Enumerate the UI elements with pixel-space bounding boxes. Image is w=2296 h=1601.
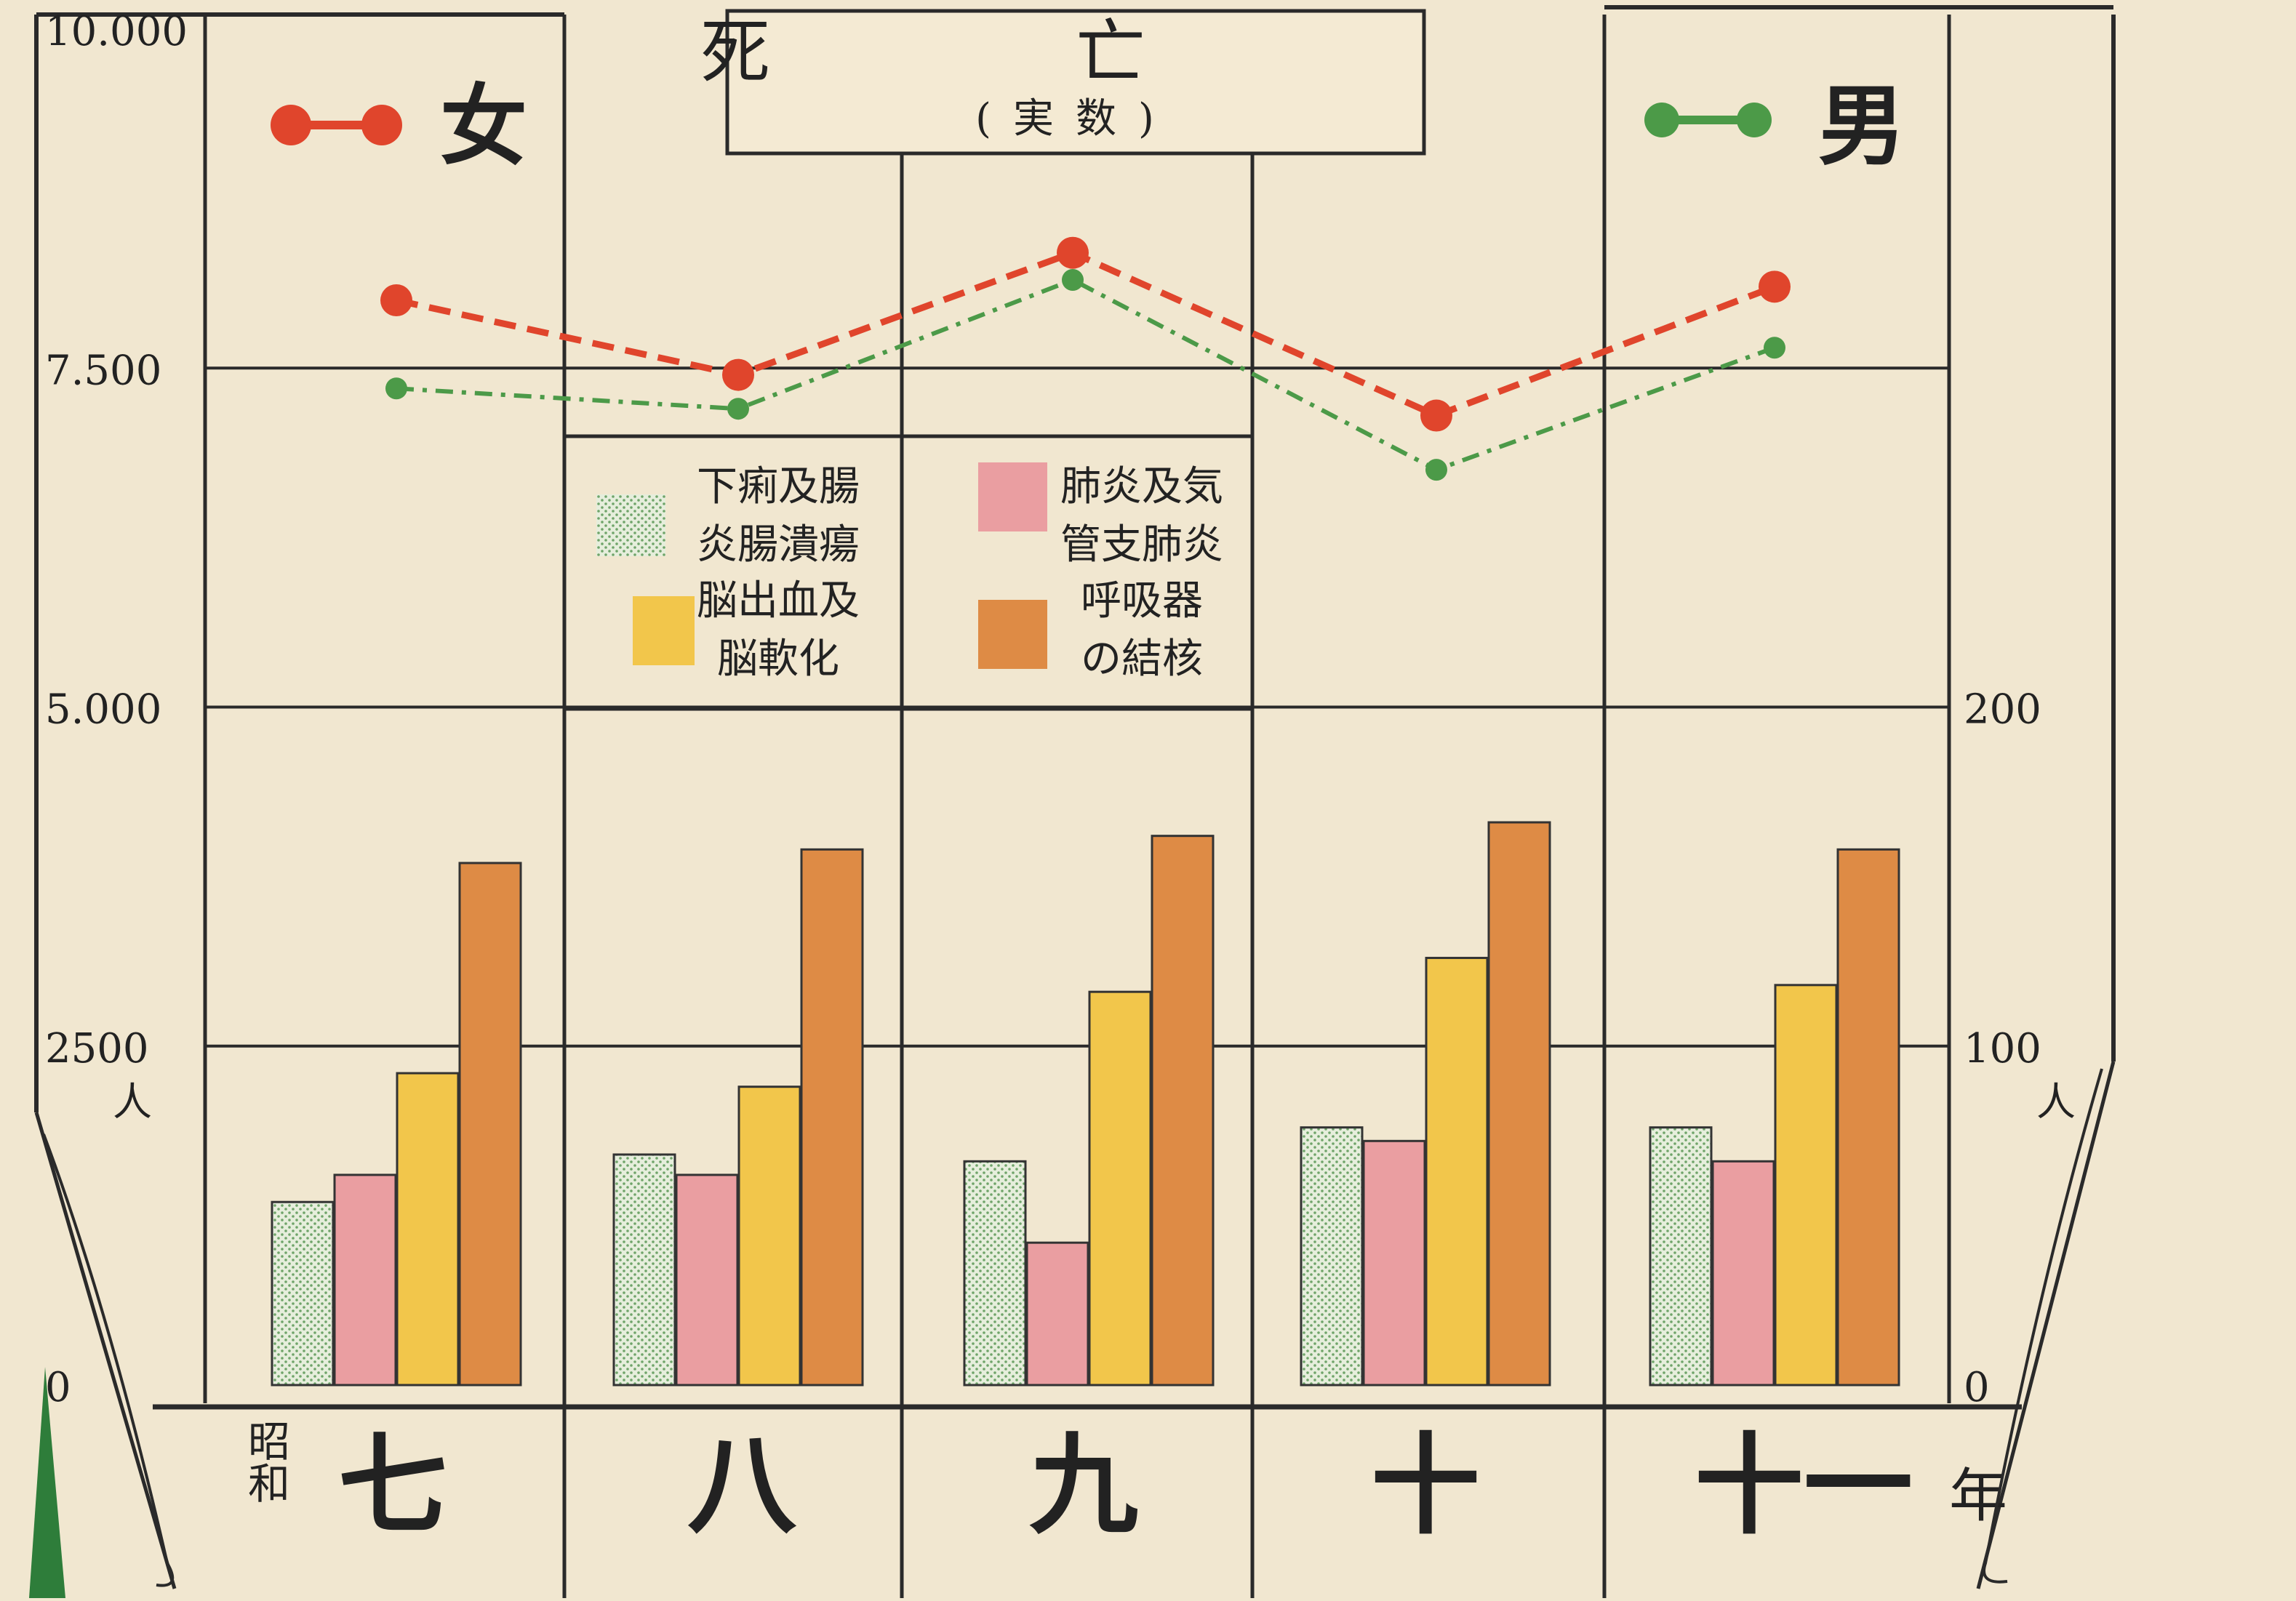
point-女-十 [1420,399,1452,432]
legend-bar-2-line-2: 管支肺炎 [1060,521,1223,569]
bar-series-3-七 [396,1072,460,1387]
x-tick-label: 八 [687,1421,797,1549]
left-tick-label: 7.500 [45,347,161,394]
legend-bar-3-line-2: 脳軟化 [717,635,839,683]
point-男-七 [385,377,407,400]
legend-bar-4-line-1: 呼吸器 [1081,577,1203,625]
point-男-十一 [1764,337,1785,359]
legend-bar-4-line-2: の結核 [1081,635,1203,683]
legend-bar-1-line-2: 炎腸潰瘍 [697,521,860,569]
x-tick-labels: 七 八 九 十 十一 [338,1421,1913,1549]
x-axis: 昭和 年 [241,1419,2007,1530]
bar-series-1-十 [1300,1126,1364,1387]
legend-bar-3-line-1: 脳出血及 [697,577,860,625]
x-prefix: 昭和 [241,1419,290,1504]
point-男-八 [727,398,749,420]
legend-bar-2-line-1: 肺炎及気 [1060,463,1223,510]
point-女-九 [1057,236,1089,269]
bar-series-1-十一 [1649,1126,1713,1387]
bar-series-3-八 [737,1086,801,1387]
x-tick-label: 九 [1029,1421,1138,1549]
bar-series-2-十 [1362,1139,1426,1387]
legend-male-label: 男 [1818,75,1905,177]
axis-ticks: 10.000 7.500 5.000 2500 0 人 200 100 0 人 [45,8,2076,1411]
x-tick-label: 七 [338,1421,447,1549]
point-女-七 [380,284,412,316]
bar-series-2-九 [1025,1241,1089,1387]
bars [271,821,1900,1387]
right-tick-label: 100 [1964,1025,2041,1072]
left-tick-label: 5.000 [45,686,161,734]
left-tick-label: 10.000 [45,8,188,55]
chart-title: 死亡 [700,12,1451,93]
bar-series-4-七 [458,862,522,1387]
right-tick-label: 200 [1964,686,2041,734]
left-tick-label: 0 [45,1364,71,1411]
line-series [380,236,1791,481]
line-女 [396,249,1776,420]
point-女-十一 [1759,270,1791,303]
bar-series-3-十一 [1774,984,1838,1387]
bar-series-4-十 [1487,821,1551,1387]
bar-series-2-十一 [1711,1160,1775,1387]
bar-series-4-八 [800,848,864,1387]
x-tick-label: 十 [1371,1421,1480,1549]
bar-series-1-八 [612,1153,676,1387]
left-tick-label: 2500 [45,1025,149,1072]
bar-series-1-九 [963,1160,1027,1387]
bar-legend: 下痢及腸 炎腸潰瘍 脳出血及 脳軟化 肺炎及気 管支肺炎 呼吸器 の結核 [596,462,1223,683]
legend-female-label: 女 [440,75,527,177]
left-axis-unit: 人 [113,1079,152,1125]
point-男-九 [1062,269,1084,292]
point-男-十 [1425,459,1447,481]
right-tick-label: 0 [1964,1364,1990,1411]
chart-subtitle: (実数) [975,95,1176,143]
chart-frame [34,5,2116,1598]
line-男 [396,277,1776,473]
legend-bar-1-line-1: 下痢及腸 [697,463,860,510]
scroll-decoration [42,1068,2103,1587]
bar-series-2-七 [333,1173,397,1387]
right-axis-unit: 人 [2036,1079,2076,1125]
tree-icon [29,1367,65,1598]
point-女-八 [722,358,754,391]
legend-male: 男 [1644,75,1905,177]
bar-series-3-十 [1425,957,1489,1387]
bar-series-2-八 [675,1173,739,1387]
x-tick-label: 十一 [1695,1421,1913,1549]
bar-series-4-九 [1151,835,1215,1387]
legend-female: 女 [271,75,527,177]
bar-series-1-七 [271,1200,335,1387]
bar-series-4-十一 [1836,848,1900,1387]
title-box: 死亡 (実数) [700,9,1451,156]
bar-series-3-九 [1088,990,1152,1387]
